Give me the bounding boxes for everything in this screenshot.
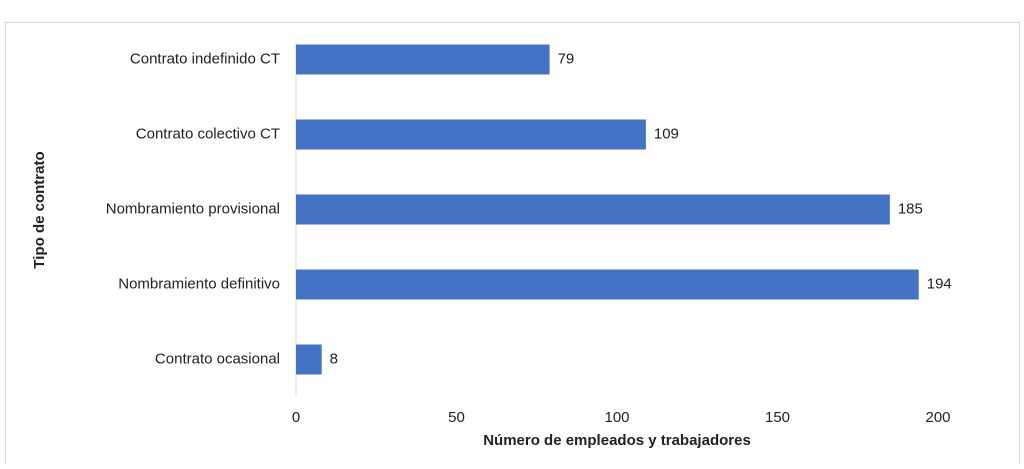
data-label: 194 (927, 275, 952, 292)
x-tick-label: 200 (925, 409, 950, 426)
y-tick-label: Contrato colectivo CT (136, 125, 280, 142)
y-tick-label: Contrato ocasional (155, 350, 280, 367)
x-tick-label: 100 (604, 409, 629, 426)
x-axis-title: Número de empleados y trabajadores (483, 432, 751, 449)
y-tick-label: Nombramiento definitivo (118, 275, 280, 292)
data-label: 185 (898, 200, 923, 217)
y-tick-label: Nombramiento provisional (106, 200, 280, 217)
bar (296, 119, 646, 150)
y-axis-title: Tipo de contrato (31, 151, 48, 268)
bar (296, 344, 322, 375)
bar (296, 194, 890, 225)
data-label: 109 (654, 125, 679, 142)
x-tick-label: 0 (292, 409, 300, 426)
bar (296, 269, 919, 300)
chart-frame (5, 22, 1020, 468)
bar (296, 44, 550, 75)
data-label: 8 (330, 350, 338, 367)
data-label: 79 (558, 50, 575, 67)
x-tick-label: 150 (765, 409, 790, 426)
x-tick-label: 50 (448, 409, 465, 426)
y-tick-label: Contrato indefinido CT (130, 50, 280, 67)
